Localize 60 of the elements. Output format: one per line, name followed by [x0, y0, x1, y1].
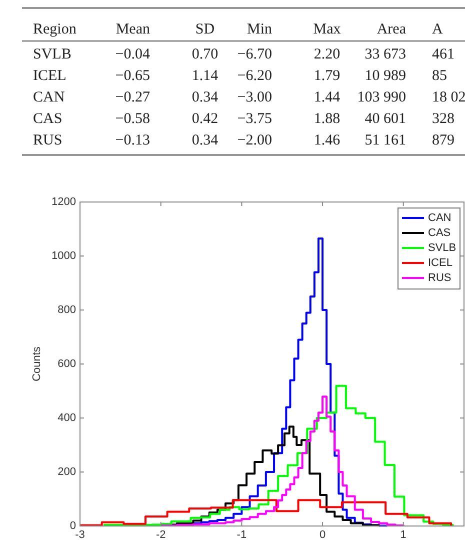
- text: 51 161: [364, 132, 406, 148]
- x-tick-label: 1: [400, 529, 406, 541]
- text: −6.70: [237, 46, 272, 62]
- x-tick-label: -2: [156, 529, 166, 541]
- text: 85: [432, 68, 447, 84]
- legend-label: CAS: [428, 226, 451, 239]
- text: −0.65: [115, 68, 150, 84]
- text: CAN: [33, 89, 65, 106]
- text: 0.70: [192, 46, 218, 62]
- text: 33 673: [364, 46, 406, 62]
- text: 328: [432, 110, 454, 127]
- text: −0.04: [115, 46, 150, 62]
- text: 2.20: [314, 46, 340, 62]
- text: −3.75: [237, 110, 272, 127]
- text: −0.27: [115, 89, 150, 106]
- text: 0.34: [192, 132, 219, 148]
- x-tick-label: -1: [236, 529, 247, 541]
- legend-label: SVLB: [428, 242, 456, 254]
- text: 40 601: [364, 110, 406, 127]
- text: RUS: [33, 132, 62, 148]
- y-tick-label: 400: [58, 412, 76, 424]
- text: 0.34: [192, 89, 219, 106]
- text: −0.13: [115, 132, 150, 148]
- y-tick-label: 200: [58, 466, 76, 478]
- y-axis-title: Counts: [31, 346, 43, 382]
- text: 1.88: [314, 110, 340, 127]
- y-tick-label: 1200: [52, 196, 76, 208]
- text: 461: [432, 46, 454, 62]
- text: 103 990: [357, 89, 406, 106]
- text: Mean: [116, 21, 150, 38]
- y-tick-label: 800: [58, 304, 76, 316]
- legend-label: CAN: [428, 212, 452, 224]
- legend-label: ICEL: [428, 256, 452, 269]
- text: −3.00: [237, 89, 272, 106]
- text: 879: [432, 132, 454, 148]
- text: 0.42: [192, 110, 218, 127]
- y-tick-label: 0: [70, 520, 76, 532]
- text: −6.20: [237, 68, 272, 84]
- text: 18 02: [432, 89, 465, 106]
- legend-label: RUS: [428, 272, 452, 284]
- text: CAS: [33, 110, 62, 127]
- y-tick-label: 600: [58, 358, 76, 370]
- text: SVLB: [33, 46, 72, 62]
- text: −2.00: [237, 132, 272, 148]
- text: Region: [33, 21, 77, 38]
- text: 1.79: [314, 68, 340, 84]
- text: A: [432, 21, 443, 38]
- text: Min: [246, 21, 272, 38]
- x-tick-label: 0: [319, 529, 326, 541]
- text: 1.44: [314, 89, 341, 106]
- text: ICEL: [33, 68, 66, 84]
- text: −0.58: [115, 110, 150, 127]
- text: Area: [376, 21, 406, 38]
- text: 1.46: [314, 132, 341, 148]
- y-tick-label: 1000: [52, 250, 76, 262]
- text: 10 989: [364, 68, 406, 84]
- text: 1.14: [192, 68, 219, 84]
- x-tick-label: -3: [75, 529, 85, 541]
- text: Max: [313, 21, 342, 38]
- text: SD: [195, 21, 215, 38]
